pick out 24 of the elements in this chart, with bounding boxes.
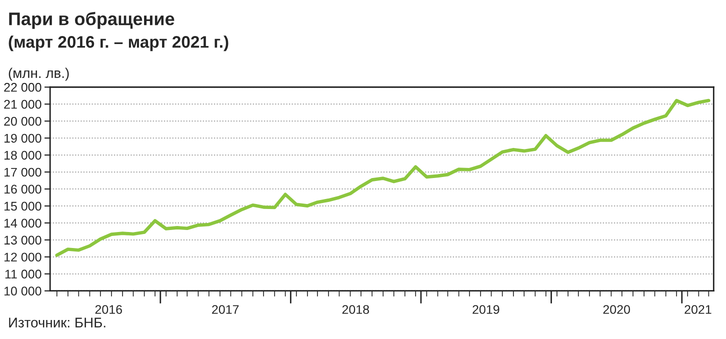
y-tick-label: 14 000 [4, 218, 42, 228]
x-tick-label: 2016 [95, 305, 122, 314]
y-tick-label: 20 000 [4, 116, 42, 126]
line-series [55, 98, 710, 257]
x-tick-label: 2019 [472, 305, 500, 314]
y-tick-label: 18 000 [4, 150, 42, 160]
y-tick-label: 22 000 [4, 82, 42, 92]
y-tick-label: 15 000 [4, 202, 42, 211]
x-tick-label: 2021 [684, 305, 712, 314]
y-tick-label: 13 000 [4, 236, 42, 245]
y-tick-label: 17 000 [4, 168, 42, 177]
y-axis-title: (млн. лв.) [8, 68, 69, 81]
y-tick-label: 12 000 [4, 252, 42, 262]
x-tick-label: 2020 [603, 305, 630, 314]
text: Източник: БНБ. [9, 318, 106, 328]
y-tick-label: 10 000 [4, 286, 42, 296]
y-tick-label: 19 000 [4, 134, 42, 143]
x-tick-label: 2017 [212, 305, 239, 314]
y-tick-label: 21 000 [4, 100, 42, 109]
y-tick-label: 16 000 [4, 184, 42, 194]
y-tick-label: 11 000 [5, 270, 42, 279]
x-tick-label: 2018 [342, 305, 369, 314]
chart-title: Пари в обращение [9, 12, 174, 29]
chart-subtitle: (март 2016 г. – март 2021 г.) [8, 36, 228, 52]
